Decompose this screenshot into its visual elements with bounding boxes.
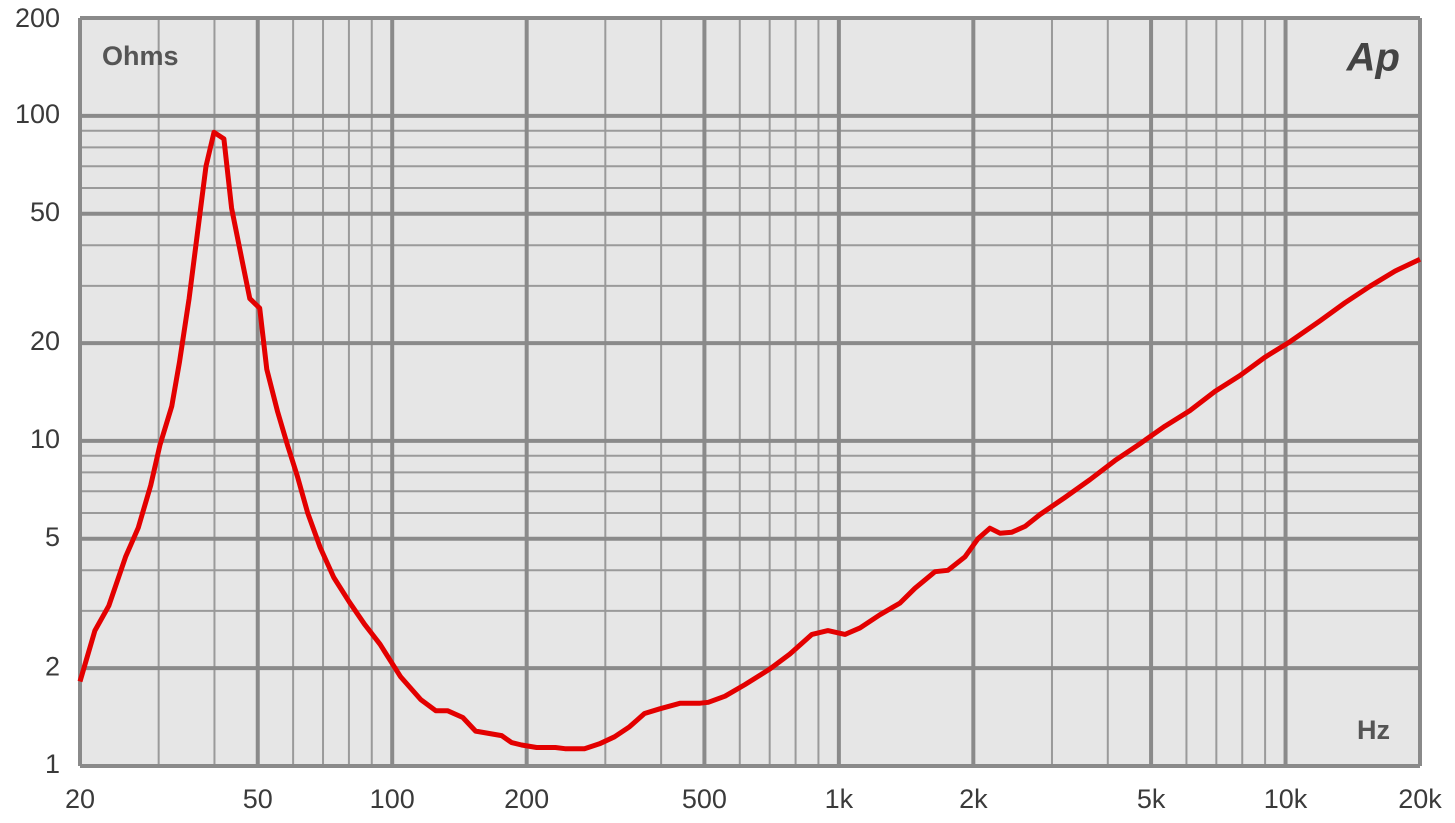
logo: Ap	[1346, 36, 1400, 80]
plot-background	[80, 18, 1420, 766]
x-tick-label: 2k	[959, 784, 988, 814]
y-tick-label: 10	[30, 424, 60, 454]
x-tick-label: 20	[65, 784, 95, 814]
y-axis-label: Ohms	[102, 41, 179, 71]
x-tick-label: 20k	[1398, 784, 1442, 814]
x-tick-label: 1k	[825, 784, 854, 814]
y-tick-label: 200	[15, 3, 60, 33]
impedance-line	[77, 129, 1422, 752]
x-tick-label: 200	[504, 784, 549, 814]
x-tick-label: 500	[682, 784, 727, 814]
x-tick-label: 10k	[1264, 784, 1308, 814]
x-tick-label: 50	[243, 784, 273, 814]
marks	[77, 129, 1422, 752]
y-tick-label: 5	[45, 522, 60, 552]
y-tick-label: 1	[45, 749, 60, 779]
x-axis-label: Hz	[1357, 715, 1390, 745]
y-tick-label: 50	[30, 197, 60, 227]
y-tick-label: 100	[15, 99, 60, 129]
grid	[78, 16, 1422, 768]
x-tick-label: 5k	[1137, 784, 1166, 814]
y-tick-label: 20	[30, 326, 60, 356]
y-tick-label: 2	[45, 651, 60, 681]
x-tick-label: 100	[370, 784, 415, 814]
